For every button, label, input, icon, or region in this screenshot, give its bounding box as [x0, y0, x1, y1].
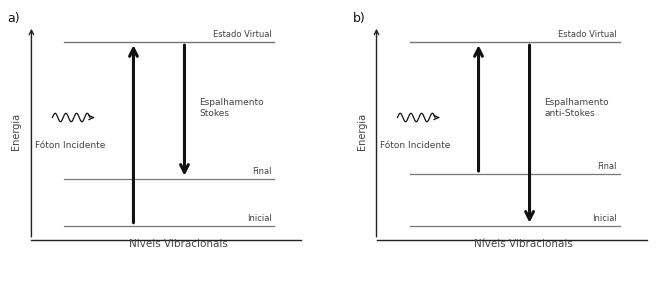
Text: Espalhamento
Stokes: Espalhamento Stokes	[200, 98, 264, 118]
Text: Fóton Incidente: Fóton Incidente	[380, 141, 451, 150]
Text: Fóton Incidente: Fóton Incidente	[35, 141, 106, 150]
Text: Inicial: Inicial	[247, 214, 271, 223]
Text: a): a)	[7, 12, 20, 25]
Text: b): b)	[353, 12, 366, 25]
Text: Niveis Vibracionais: Niveis Vibracionais	[129, 239, 228, 249]
Text: Espalhamento
anti-Stokes: Espalhamento anti-Stokes	[544, 98, 609, 118]
Text: Final: Final	[252, 167, 271, 176]
Text: Energia: Energia	[11, 113, 22, 150]
Text: Níveis Vibracionais: Níveis Vibracionais	[474, 239, 573, 249]
Text: Inicial: Inicial	[592, 214, 616, 223]
Text: Final: Final	[597, 162, 616, 171]
Text: Energia: Energia	[357, 113, 366, 150]
Text: Estado Virtual: Estado Virtual	[558, 30, 616, 39]
Text: Estado Virtual: Estado Virtual	[213, 30, 271, 39]
